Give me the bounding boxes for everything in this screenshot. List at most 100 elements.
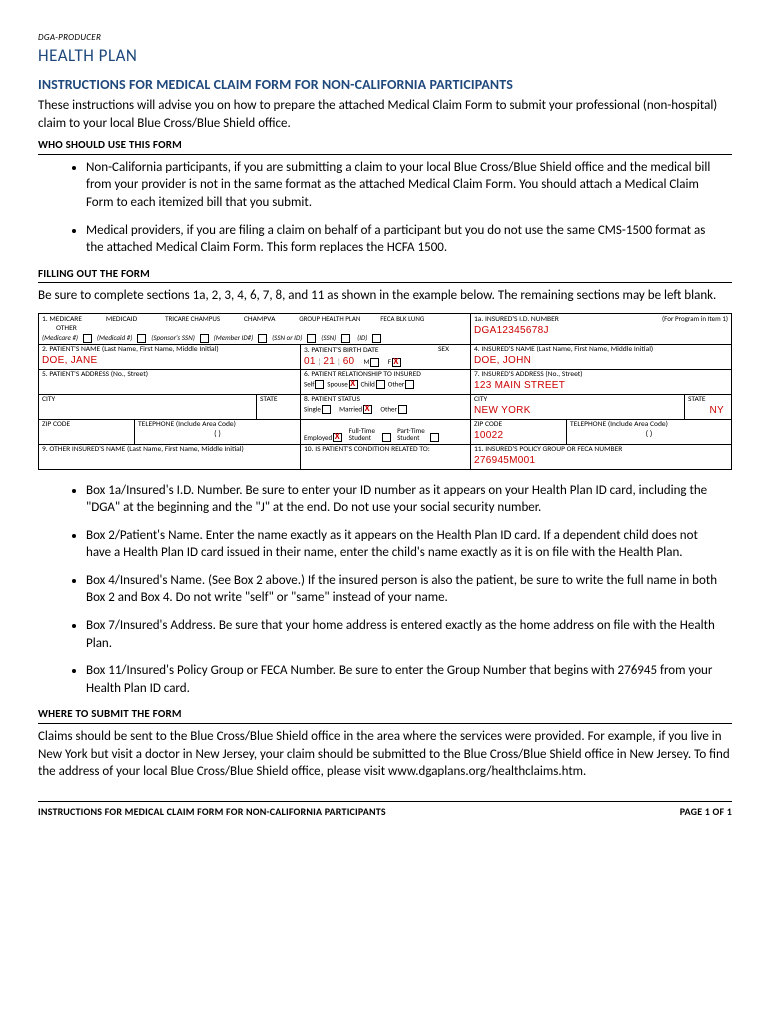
sub-medicare: (Medicare #) — [42, 334, 78, 342]
list-item: Box 4/Insured's Name. (See Box 2 above.)… — [86, 572, 732, 607]
lbl-other8: Other — [380, 404, 397, 413]
lbl-sex: SEX — [438, 346, 449, 354]
lbl-ft: Full-Time Student — [349, 427, 381, 441]
lbl-other: OTHER — [56, 324, 77, 333]
lbl-box11: 11. INSURED'S POLICY GROUP OR FECA NUMBE… — [474, 446, 728, 454]
lbl-employed: Employed — [304, 433, 332, 442]
checkbox-checked — [349, 380, 358, 389]
filling-lead: Be sure to complete sections 1a, 2, 3, 4… — [38, 287, 732, 305]
checkbox — [430, 433, 439, 442]
checkbox — [200, 334, 209, 343]
list-item: Medical providers, if you are filing a c… — [86, 222, 732, 257]
lbl-box3: 3. PATIENT'S BIRTH DATE — [304, 346, 379, 355]
lbl-other6: Other — [388, 379, 405, 388]
lbl-married: Married — [339, 404, 362, 413]
lbl-medicaid: MEDICAID — [106, 315, 137, 324]
lbl-box4: 4. INSURED'S NAME (Last Name, First Name… — [474, 346, 728, 354]
val-state: NY — [688, 405, 728, 416]
lbl-medicare: 1. MEDICARE — [42, 315, 82, 324]
lbl-pt: Part-Time Student — [397, 427, 429, 441]
checkbox — [398, 405, 407, 414]
lbl-city-r: CITY — [474, 396, 681, 404]
lbl-city-l: CITY — [42, 396, 253, 404]
list-item: Box 7/Insured's Address. Be sure that yo… — [86, 617, 732, 652]
section-heading-filling: FILLING OUT THE FORM — [38, 267, 732, 284]
section-heading-who: WHO SHOULD USE THIS FORM — [38, 138, 732, 155]
sub-champva: (Member ID#) — [214, 334, 254, 342]
lbl-tel-r: TELEPHONE (Include Area Code) — [570, 421, 728, 429]
list-item: Box 2/Patient's Name. Enter the name exa… — [86, 527, 732, 562]
sub-group: (SSN or ID) — [272, 334, 302, 342]
checkbox-checked — [333, 433, 342, 442]
plan-title: HEALTH PLAN — [38, 45, 732, 68]
checkbox — [341, 334, 350, 343]
checkbox — [83, 334, 92, 343]
lbl-tricare: TRICARE CHAMPUS — [165, 314, 220, 323]
lbl-self: Self — [304, 379, 314, 388]
where-text: Claims should be sent to the Blue Cross/… — [38, 728, 732, 781]
val-tel-r: ( ) — [570, 430, 728, 439]
lbl-box5: 5. PATIENT'S ADDRESS (No., Street) — [42, 371, 297, 379]
checkbox — [258, 334, 267, 343]
lbl-box10: 10. IS PATIENT'S CONDITION RELATED TO: — [304, 446, 467, 454]
lbl-box6: 6. PATIENT RELATIONSHIP TO INSURED — [304, 371, 467, 379]
lbl-m: M — [363, 357, 369, 366]
lbl-zip-l: ZIP CODE — [42, 421, 131, 429]
checkbox — [372, 334, 381, 343]
val-insured-id: DGA12345678J — [474, 325, 728, 336]
val-dob-mm: 01 — [304, 356, 316, 367]
lbl-champva: CHAMPVA — [244, 315, 276, 324]
lbl-spouse: Spouse — [327, 379, 347, 388]
checkbox — [322, 405, 331, 414]
lbl-tel-l: TELEPHONE (Include Area Code) — [138, 421, 297, 429]
lbl-1a: 1a. INSURED'S I.D. NUMBER — [474, 315, 559, 324]
lbl-box8: 8. PATIENT STATUS — [304, 396, 467, 404]
val-zip: 10022 — [474, 430, 563, 441]
footer-right: PAGE 1 OF 1 — [680, 805, 732, 819]
lbl-box9: 9. OTHER INSURED'S NAME (Last Name, Firs… — [42, 446, 297, 454]
checkbox — [405, 380, 414, 389]
list-item: Box 11/Insured's Policy Group or FECA Nu… — [86, 662, 732, 697]
checkbox — [307, 334, 316, 343]
intro-text: These instructions will advise you on ho… — [38, 97, 732, 132]
val-tel-l: ( ) — [138, 430, 297, 439]
sub-medicaid: (Medicaid #) — [97, 334, 133, 342]
lbl-child: Child — [361, 379, 375, 388]
lbl-box7: 7. INSURED'S ADDRESS (No., Street) — [474, 371, 728, 379]
checkbox — [315, 380, 324, 389]
list-item: Non-California participants, if you are … — [86, 159, 732, 212]
lbl-f: F — [388, 357, 391, 366]
org-label: DGA-PRODUCER — [38, 32, 732, 44]
page-title: INSTRUCTIONS FOR MEDICAL CLAIM FORM FOR … — [38, 76, 732, 95]
section-heading-where: WHERE TO SUBMIT THE FORM — [38, 707, 732, 724]
checkbox-checked — [363, 405, 372, 414]
val-patient-name: DOE, JANE — [42, 355, 297, 366]
lbl-box2: 2. PATIENT'S NAME (Last Name, First Name… — [42, 346, 297, 354]
lbl-zip-r: ZIP CODE — [474, 421, 563, 429]
lbl-state-r: STATE — [688, 396, 728, 404]
sub-other: (ID) — [357, 334, 367, 342]
who-bullet-list: Non-California participants, if you are … — [38, 159, 732, 257]
filling-bullet-list: Box 1a/Insured's I.D. Number. Be sure to… — [38, 482, 732, 697]
val-insured-name: DOE, JOHN — [474, 355, 728, 366]
val-insured-addr: 123 MAIN STREET — [474, 380, 728, 391]
lbl-single: Single — [304, 404, 321, 413]
checkbox — [382, 433, 391, 442]
checkbox — [137, 334, 146, 343]
checkbox — [370, 358, 379, 367]
lbl-state-l: STATE — [260, 396, 297, 404]
claim-form-example: 1. MEDICARE MEDICAID TRICARE CHAMPUS CHA… — [38, 313, 732, 470]
checkbox — [376, 380, 385, 389]
footer-left: INSTRUCTIONS FOR MEDICAL CLAIM FORM FOR … — [38, 805, 386, 819]
sub-feca: (SSN) — [321, 334, 336, 342]
val-city: NEW YORK — [474, 405, 681, 416]
list-item: Box 1a/Insured's I.D. Number. Be sure to… — [86, 482, 732, 517]
val-policy-group: 276945M001 — [474, 455, 728, 466]
val-dob-dd: 21 — [323, 356, 335, 367]
lbl-group: GROUP HEALTH PLAN — [299, 314, 360, 323]
sub-tricare: (Sponsor's SSN) — [151, 334, 195, 342]
lbl-1a-sub: (For Program in Item 1) — [662, 315, 728, 323]
lbl-feca: FECA BLK LUNG — [380, 314, 424, 323]
val-dob-yy: 60 — [343, 356, 355, 367]
checkbox-checked — [392, 358, 401, 367]
